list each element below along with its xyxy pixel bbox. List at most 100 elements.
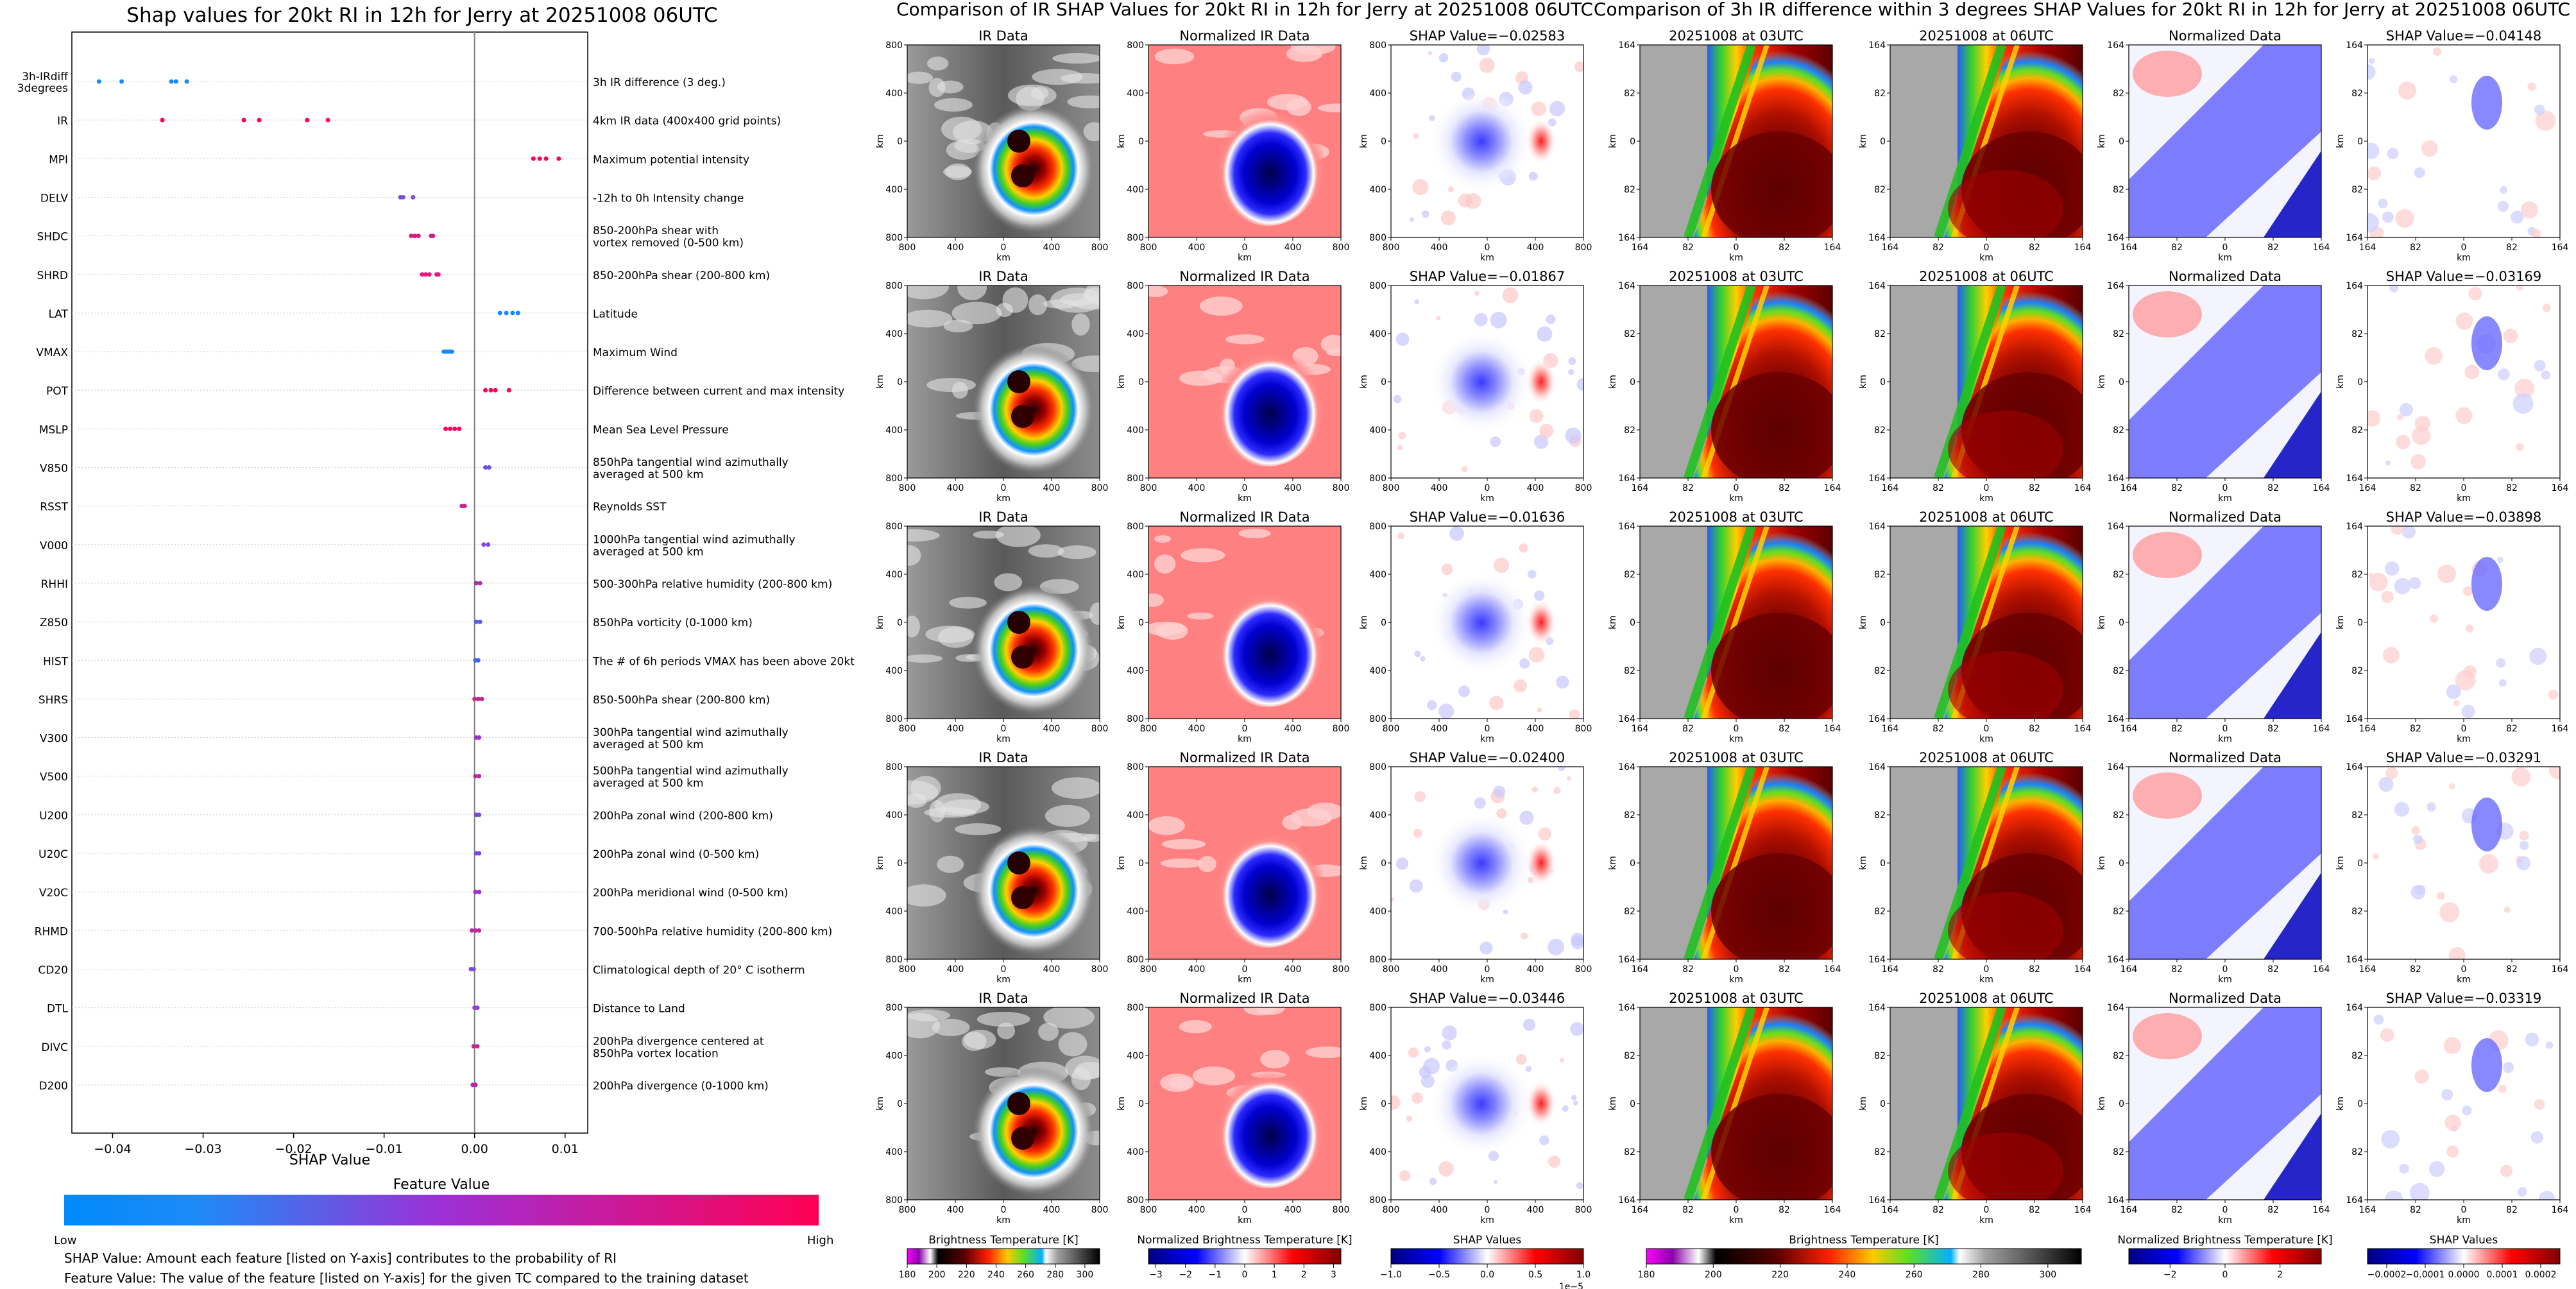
cyclone-eye-region <box>1007 370 1030 393</box>
shap-speckle <box>1493 785 1506 798</box>
image-content <box>2367 767 2560 959</box>
cyclone-core <box>953 80 1100 234</box>
y-tick-label: 0 <box>1880 858 1886 869</box>
panel-title: IR Data <box>978 28 1028 44</box>
x-tick-label: 400 <box>947 243 964 253</box>
panel-title: Normalized IR Data <box>1179 509 1309 525</box>
zshap-speckle <box>2436 891 2445 900</box>
shap-speckle <box>1531 786 1538 793</box>
zshap-speckle <box>2394 577 2411 595</box>
colorbar: Brightness Temperature [K] 180 200 220 240 26… <box>899 1234 1100 1280</box>
colorbar-strip <box>907 1248 1100 1265</box>
shap-negative-region <box>1429 1055 1545 1171</box>
x-tick-label: 164 <box>2120 1205 2138 1215</box>
y-tick-label: 0 <box>1381 858 1386 869</box>
zshap-speckle <box>2465 624 2474 633</box>
shap-speckle <box>1573 1100 1578 1105</box>
x-tick-label: 800 <box>1091 964 1109 975</box>
panel-title: Normalized Data <box>2169 991 2282 1006</box>
feature-code-label: V300 <box>40 733 68 746</box>
shap-speckle <box>1479 57 1495 73</box>
colorbar-tick-label: 200 <box>1705 1270 1722 1280</box>
shap-speckle <box>1537 707 1542 713</box>
x-axis-label: km <box>1480 975 1494 985</box>
cyclone-core <box>953 1042 1100 1196</box>
zshap-speckle <box>2534 359 2546 371</box>
x-tick-label: 400 <box>1188 1205 1206 1215</box>
x-tick-label: 82 <box>2410 483 2421 493</box>
x-tick-label: 164 <box>2552 1205 2569 1215</box>
y-axis-label: km <box>1359 615 1369 629</box>
zshap-speckle <box>2398 81 2417 100</box>
x-tick-label: 400 <box>1431 1205 1448 1215</box>
x-tick-label: 0 <box>1734 1205 1739 1215</box>
zoom-core-shift <box>1948 651 2063 719</box>
zshap-speckle <box>2538 1190 2555 1200</box>
y-tick-label: 800 <box>1369 40 1386 51</box>
y-tick-label: 800 <box>885 522 903 532</box>
colorbar-tick-label: 240 <box>1839 1270 1856 1280</box>
image-content <box>1148 526 1341 719</box>
x-tick-label: 800 <box>1333 483 1350 493</box>
cloud-streak <box>997 1022 1016 1039</box>
y-axis-label: km <box>875 856 885 870</box>
x-tick-label: −0.04 <box>94 1142 131 1156</box>
zshap-negative-region <box>2471 316 2502 370</box>
zshap-speckle <box>2427 802 2436 812</box>
shap-speckle <box>1474 312 1488 327</box>
x-tick-label: 82 <box>1778 1205 1790 1215</box>
shap-point <box>477 581 482 586</box>
y-axis-label: km <box>2097 375 2107 389</box>
y-axis-label: km <box>1359 856 1369 870</box>
znorm-cold-corner <box>2264 391 2321 478</box>
x-axis-label: km <box>2218 734 2232 744</box>
shap-point <box>504 311 509 316</box>
y-tick-label: 82 <box>1874 810 1886 821</box>
feature-code-label: LAT <box>48 308 68 321</box>
zoom-green-band <box>1684 45 1756 237</box>
y-tick-label: 164 <box>2346 955 2363 965</box>
zshap-speckle <box>2396 434 2410 450</box>
x-axis-label: km <box>2457 493 2471 504</box>
x-axis-label: km <box>996 493 1011 504</box>
y-tick-label: 82 <box>2113 185 2124 195</box>
colorbar-high-label: High <box>807 1234 833 1247</box>
shap-speckle <box>1519 543 1528 553</box>
x-axis-label: km <box>1480 734 1494 744</box>
x-tick-label: 400 <box>1431 483 1448 493</box>
colorbar: SHAP Values −0.0002 −0.0001 0.0000 0.0001 0.0… <box>2367 1234 2561 1280</box>
zshap-speckle <box>2385 460 2391 466</box>
shap-point <box>96 79 101 84</box>
y-tick-label: 82 <box>1874 570 1886 580</box>
x-axis-label: km <box>2218 253 2232 263</box>
shap-speckle <box>1558 767 1565 771</box>
y-tick-label: 800 <box>885 40 903 51</box>
x-tick-label: 0 <box>1001 483 1007 493</box>
x-tick-label: 164 <box>2313 243 2330 253</box>
zshap-speckle <box>2512 393 2534 414</box>
x-tick-label: 82 <box>2506 1205 2518 1215</box>
shap-positive-region <box>1526 359 1557 405</box>
shap-panel-title: SHAP Value=−0.03169 <box>2386 269 2542 284</box>
y-tick-label: 0 <box>897 858 903 869</box>
norm-streak <box>1154 48 1195 65</box>
colorbar: Normalized Brightness Temperature [K] −2 0… <box>2117 1234 2332 1280</box>
x-tick-label: 0 <box>1984 964 1990 975</box>
shap-point <box>409 234 414 239</box>
y-axis-label: km <box>1116 134 1127 148</box>
cloud-streak <box>1028 294 1048 316</box>
zshap-speckle <box>2428 1161 2445 1177</box>
y-tick-label: 800 <box>1369 474 1386 484</box>
image-content <box>2129 767 2321 959</box>
y-axis-label: km <box>2097 1097 2107 1111</box>
shap-speckle <box>1490 311 1507 329</box>
y-tick-label: 800 <box>1127 233 1144 243</box>
shap-speckle <box>1458 685 1471 697</box>
